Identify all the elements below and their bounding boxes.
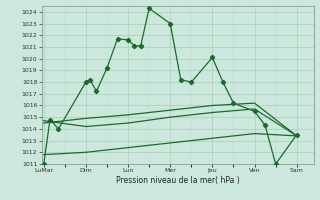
X-axis label: Pression niveau de la mer( hPa ): Pression niveau de la mer( hPa ) xyxy=(116,176,239,185)
